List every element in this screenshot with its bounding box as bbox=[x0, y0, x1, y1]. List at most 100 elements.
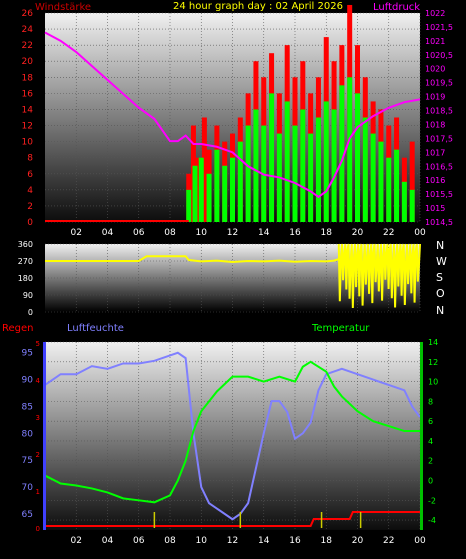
wind-average-bar bbox=[394, 149, 400, 222]
wind-average-bar bbox=[409, 189, 415, 222]
wind-gust-bar bbox=[201, 117, 207, 222]
pressure-tick-label: 1018 bbox=[425, 120, 445, 129]
wind-tick-label: 12 bbox=[22, 122, 33, 132]
direction-tick-label: 90 bbox=[23, 291, 33, 300]
wind-tick-label: 16 bbox=[22, 89, 34, 99]
wind-axis-title: Windstärke bbox=[35, 2, 91, 13]
temperature-line bbox=[44, 360, 420, 504]
pressure-tick-label: 1015 bbox=[425, 204, 445, 213]
rain-line bbox=[45, 511, 420, 527]
rain-tick-label: 2 bbox=[36, 451, 40, 459]
compass-east: O bbox=[436, 287, 445, 300]
wind-tick-label: 24 bbox=[22, 25, 34, 35]
wind-average-bar bbox=[401, 181, 407, 222]
humidity-tick-label: 65 bbox=[22, 510, 33, 520]
wind-average-bar bbox=[308, 133, 314, 222]
rain-tick-label: 4 bbox=[36, 377, 41, 385]
wind-gust-bar bbox=[409, 141, 415, 222]
wind-average-bar bbox=[253, 109, 259, 222]
humidity-tick-label: 75 bbox=[22, 456, 33, 466]
wind-average-bar bbox=[386, 157, 392, 222]
x-tick-label: 18 bbox=[321, 228, 333, 238]
rain-axis-title: Regen bbox=[2, 323, 34, 334]
wind-average-bar bbox=[237, 141, 243, 222]
x-tick-label: 20 bbox=[352, 228, 364, 238]
wind-average-bar bbox=[355, 93, 360, 222]
humidity-tick-label: 85 bbox=[22, 402, 33, 412]
wind-average-bar bbox=[230, 157, 235, 222]
humidity-tick-label: 95 bbox=[22, 349, 33, 359]
pressure-tick-label: 1017,5 bbox=[425, 134, 453, 143]
wind-average-bar bbox=[300, 109, 306, 222]
temperature-tick-label: 2 bbox=[428, 457, 433, 466]
temperature-tick-label: 14 bbox=[428, 338, 438, 347]
x-tick-label: 02 bbox=[71, 228, 82, 238]
wind-average-bar bbox=[362, 117, 368, 222]
wind-average-bar bbox=[292, 125, 298, 222]
wind-tick-label: 18 bbox=[22, 73, 34, 83]
wind-average-bar bbox=[315, 117, 321, 222]
wind-tick-label: 8 bbox=[27, 154, 33, 164]
wind-average-bar bbox=[186, 189, 192, 222]
wind-average-bar bbox=[339, 85, 345, 222]
wind-tick-label: 2 bbox=[27, 202, 33, 212]
wind-average-bar bbox=[198, 157, 204, 222]
humidity-tick-label: 70 bbox=[22, 483, 34, 493]
pressure-tick-label: 1019 bbox=[425, 93, 445, 102]
wind-tick-label: 4 bbox=[27, 186, 33, 196]
x-tick-label: 00 bbox=[414, 228, 426, 238]
wind-tick-label: 22 bbox=[22, 41, 33, 51]
pressure-tick-label: 1021,5 bbox=[425, 23, 453, 32]
wind-tick-label: 14 bbox=[22, 105, 34, 115]
wind-average-bar bbox=[245, 125, 251, 222]
wind-tick-label: 20 bbox=[22, 57, 34, 67]
temperature-tick-label: -4 bbox=[428, 516, 436, 525]
x-tick-label: 00 bbox=[414, 536, 426, 546]
temperature-tick-label: 10 bbox=[428, 378, 438, 387]
compass-north-top: N bbox=[436, 239, 444, 252]
chart-title: 24 hour graph day : 02 April 2026 bbox=[173, 1, 343, 12]
x-tick-label: 16 bbox=[289, 228, 301, 238]
direction-tick-label: 270 bbox=[18, 257, 33, 266]
humidity-axis-title: Luftfeuchte bbox=[67, 323, 124, 334]
x-tick-label: 02 bbox=[71, 536, 82, 546]
x-tick-label: 08 bbox=[164, 228, 176, 238]
temperature-tick-label: 8 bbox=[428, 397, 433, 406]
x-tick-label: 04 bbox=[102, 536, 114, 546]
wind-average-bar bbox=[370, 133, 376, 222]
direction-line bbox=[45, 255, 340, 263]
wind-average-bar bbox=[323, 101, 329, 222]
pressure-tick-label: 1016,5 bbox=[425, 162, 453, 171]
temperature-tick-label: 6 bbox=[428, 417, 433, 426]
wind-tick-label: 0 bbox=[27, 218, 33, 228]
x-tick-label: 18 bbox=[321, 536, 333, 546]
pressure-tick-label: 1015,5 bbox=[425, 190, 453, 199]
pressure-tick-label: 1019,5 bbox=[425, 79, 453, 88]
rain-tick-label: 3 bbox=[36, 414, 40, 422]
wind-average-bar bbox=[192, 165, 198, 222]
pressure-tick-label: 1018,5 bbox=[425, 107, 453, 116]
pressure-tick-label: 1020 bbox=[425, 65, 445, 74]
wind-gust-bar bbox=[195, 157, 201, 222]
wind-average-bar bbox=[222, 165, 228, 222]
pressure-tick-label: 1017 bbox=[425, 148, 445, 157]
x-tick-label: 08 bbox=[164, 536, 176, 546]
wind-average-bar bbox=[378, 141, 384, 222]
x-tick-label: 12 bbox=[227, 228, 238, 238]
series-layer bbox=[44, 4, 421, 528]
temperature-tick-label: 0 bbox=[428, 477, 433, 486]
rain-tick-label: 5 bbox=[36, 340, 40, 348]
compass-west: W bbox=[436, 255, 447, 268]
wind-average-bar bbox=[269, 93, 275, 222]
pressure-line bbox=[44, 31, 421, 199]
pressure-tick-label: 1022 bbox=[425, 9, 445, 18]
temperature-axis-bar bbox=[420, 342, 423, 530]
rain-tick-label: 1 bbox=[36, 488, 40, 496]
wind-average-bar bbox=[206, 173, 212, 222]
temperature-tick-label: -2 bbox=[428, 496, 436, 505]
x-tick-label: 06 bbox=[133, 228, 145, 238]
direction-tick-label: 0 bbox=[28, 308, 33, 317]
